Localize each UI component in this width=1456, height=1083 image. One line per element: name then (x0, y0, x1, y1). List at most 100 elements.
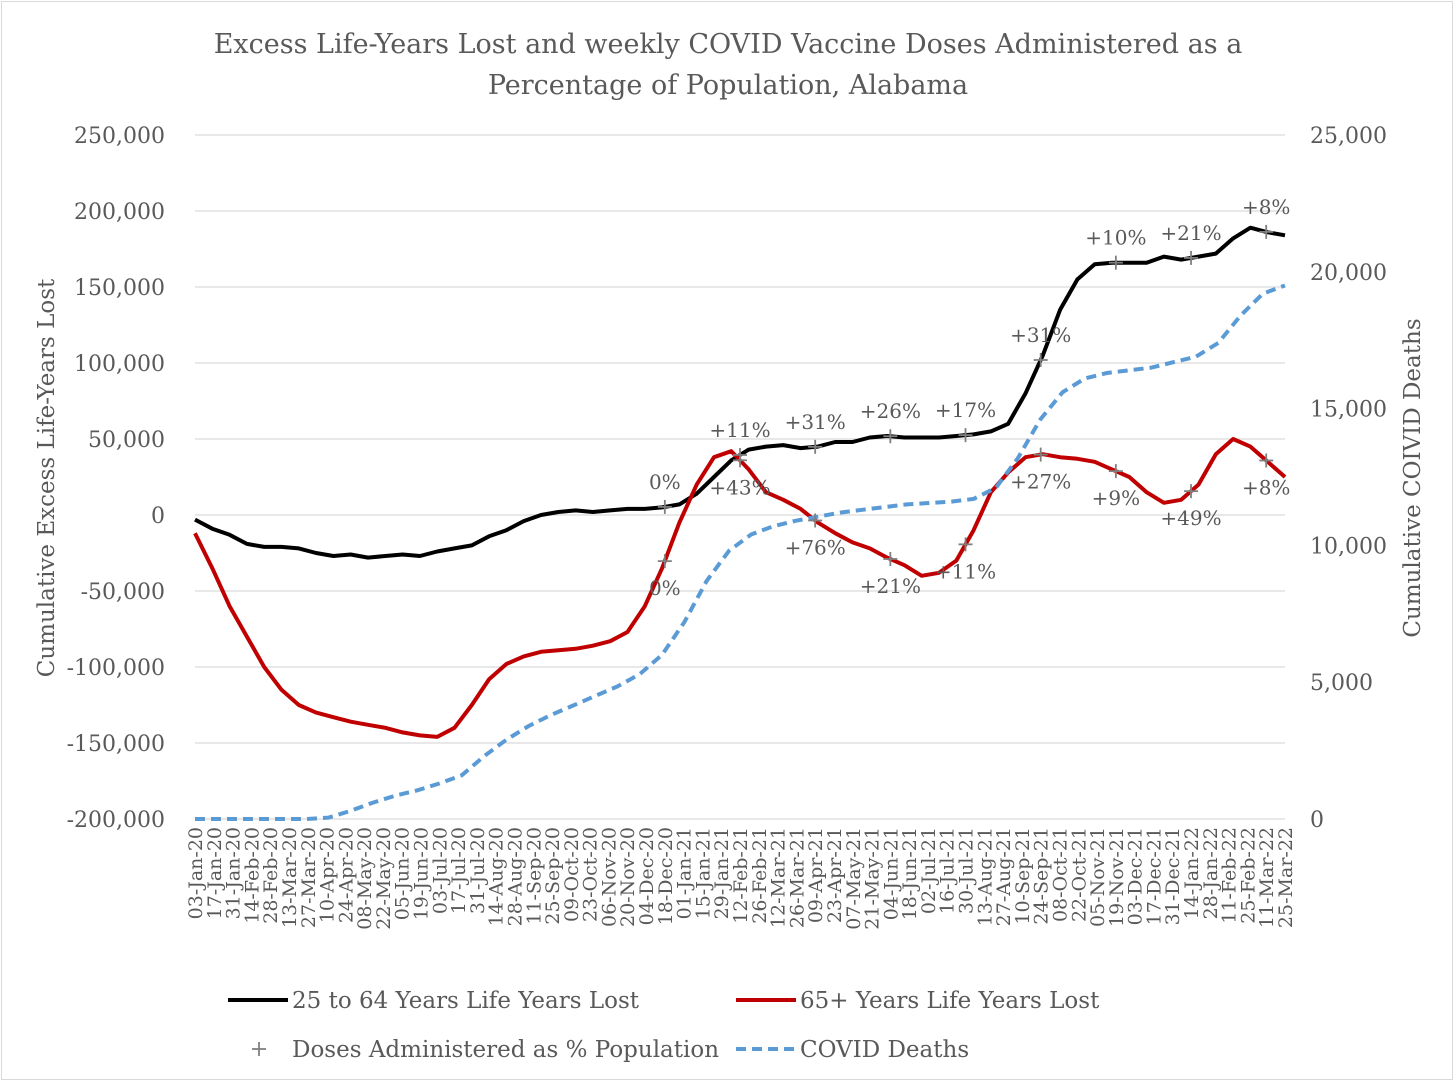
x-tick-label: 09-Apr-21 (805, 827, 827, 923)
dose-marker-label: +9% (1092, 486, 1141, 510)
x-tick-label: 15-Jan-21 (692, 827, 714, 919)
x-tick-label: 11-Sep-20 (523, 827, 545, 925)
y2-axis-ticks: 25,000 20,000 15,000 10,000 5,000 0 (1310, 124, 1387, 833)
y-tick-label: 50,000 (88, 428, 165, 453)
x-tick-label: 11-Feb-22 (1219, 827, 1241, 924)
y-tick-label: 100,000 (74, 352, 165, 377)
dose-marker-label: 0% (649, 470, 681, 494)
chart-title-line-1: Excess Life-Years Lost and weekly COVID … (214, 29, 1243, 60)
dose-marker-label: +26% (860, 399, 921, 423)
dose-marker-label: +31% (1010, 323, 1071, 347)
x-tick-label: 14-Feb-20 (241, 827, 263, 924)
x-tick-label: 08-May-20 (354, 827, 376, 930)
y2-tick-label: 0 (1310, 808, 1324, 833)
x-tick-label: 16-Jul-21 (937, 827, 959, 914)
dose-marker-label: +31% (785, 410, 846, 434)
x-tick-label: 28-Aug-20 (504, 827, 526, 926)
x-tick-label: 29-Jan-21 (711, 827, 733, 919)
y-axis-label: Cumulative Excess Life-Years Lost (34, 278, 60, 677)
x-tick-label: 06-Nov-20 (598, 827, 620, 927)
y-axis-ticks: 250,000 200,000 150,000 100,000 50,000 0 -50,0… (67, 124, 165, 833)
x-tick-label: 05-Nov-21 (1087, 827, 1109, 927)
y2-axis-label: Cumulative COIVID Deaths (1400, 318, 1426, 637)
y-tick-label: 0 (151, 504, 165, 529)
x-tick-label: 24-Apr-20 (335, 827, 357, 923)
dose-marker-label: +17% (935, 398, 996, 422)
x-tick-label: 24-Sep-21 (1031, 827, 1053, 925)
x-tick-label: 05-Jun-20 (392, 827, 414, 920)
x-tick-label: 03-Jul-20 (429, 827, 451, 914)
x-tick-label: 23-Apr-21 (824, 827, 846, 923)
series-line-2 (195, 283, 1286, 821)
series-lines (193, 225, 1287, 821)
x-tick-label: 04-Jun-21 (880, 827, 902, 920)
x-tick-label: 20-Nov-20 (617, 827, 639, 927)
x-tick-label: 25-Sep-20 (542, 827, 564, 925)
x-tick-label: 07-May-21 (843, 827, 865, 930)
x-tick-label: 04-Dec-20 (636, 827, 658, 925)
y-tick-label: -100,000 (67, 656, 165, 681)
chart-title: Excess Life-Years Lost and weekly COVID … (214, 29, 1243, 101)
y-tick-label: -200,000 (67, 808, 165, 833)
x-tick-label: 09-Oct-20 (561, 827, 583, 922)
x-tick-label: 31-Jan-20 (223, 827, 245, 919)
y-tick-label: 250,000 (74, 124, 165, 149)
x-tick-label: 13-Mar-20 (279, 827, 301, 928)
x-tick-label: 10-Apr-20 (317, 827, 339, 923)
x-tick-label: 08-Oct-21 (1049, 827, 1071, 922)
x-tick-label: 03-Dec-21 (1125, 827, 1147, 925)
dose-marker-label: +10% (1085, 226, 1146, 250)
x-tick-label: 14-Jan-22 (1181, 827, 1203, 919)
x-tick-label: 27-Aug-21 (993, 827, 1015, 926)
dose-marker-label: +8% (1242, 195, 1291, 219)
dose-marker-label: +43% (709, 475, 770, 499)
x-tick-label: 11-Mar-22 (1256, 827, 1278, 928)
grid-lines (195, 134, 1285, 820)
x-tick-label: 26-Mar-21 (786, 827, 808, 928)
legend-label: 65+ Years Life Years Lost (800, 988, 1100, 1014)
y-tick-label: -150,000 (67, 732, 165, 757)
dose-marker-label: +11% (709, 418, 770, 442)
x-tick-label: 02-Jul-21 (918, 827, 940, 914)
y2-tick-label: 10,000 (1310, 534, 1387, 559)
y-tick-label: 150,000 (74, 276, 165, 301)
dose-marker-label: +49% (1160, 506, 1221, 530)
x-tick-label: 17-Dec-21 (1143, 827, 1165, 925)
x-tick-label: 28-Feb-20 (260, 827, 282, 924)
x-tick-label: 22-Oct-21 (1068, 827, 1090, 922)
x-tick-label: 18-Jun-21 (899, 827, 921, 920)
x-tick-label: 28-Jan-22 (1200, 827, 1222, 919)
dose-marker-label: +8% (1242, 475, 1291, 499)
x-tick-label: 31-Dec-21 (1162, 827, 1184, 925)
dose-marker-label: +27% (1010, 470, 1071, 494)
x-tick-label: 30-Jul-21 (956, 827, 978, 914)
y2-tick-label: 20,000 (1310, 261, 1387, 286)
x-tick-label: 22-May-20 (373, 827, 395, 930)
y2-tick-label: 25,000 (1310, 124, 1387, 149)
x-tick-label: 10-Sep-21 (1012, 827, 1034, 925)
dose-marker-label: +21% (1160, 221, 1221, 245)
y-tick-label: 200,000 (74, 200, 165, 225)
dose-marker-label: +11% (935, 559, 996, 583)
dose-marker-label: +21% (860, 574, 921, 598)
y2-tick-label: 15,000 (1310, 398, 1387, 423)
dose-markers: 0% 0% +11% +43% +31% +76% +26% +21% +17% +11% +31%… (649, 195, 1290, 600)
x-tick-label: 27-Mar-20 (298, 827, 320, 928)
x-tick-label: 31-Jul-20 (467, 827, 489, 914)
y-tick-label: -50,000 (81, 580, 165, 605)
x-tick-label: 21-May-21 (862, 827, 884, 930)
x-tick-label: 19-Nov-21 (1106, 827, 1128, 927)
x-tick-label: 26-Feb-21 (749, 827, 771, 924)
y2-tick-label: 5,000 (1310, 671, 1373, 696)
legend-label: COVID Deaths (800, 1037, 969, 1063)
x-tick-label: 12-Mar-21 (768, 827, 790, 928)
x-tick-label: 03-Jan-20 (185, 827, 207, 919)
legend: 25 to 64 Years Life Years Lost 65+ Years … (228, 988, 1100, 1063)
dose-marker-label: +76% (785, 535, 846, 559)
x-tick-label: 19-Jun-20 (411, 827, 433, 920)
x-tick-label: 01-Jan-21 (674, 827, 696, 919)
x-tick-label: 23-Oct-20 (580, 827, 602, 922)
